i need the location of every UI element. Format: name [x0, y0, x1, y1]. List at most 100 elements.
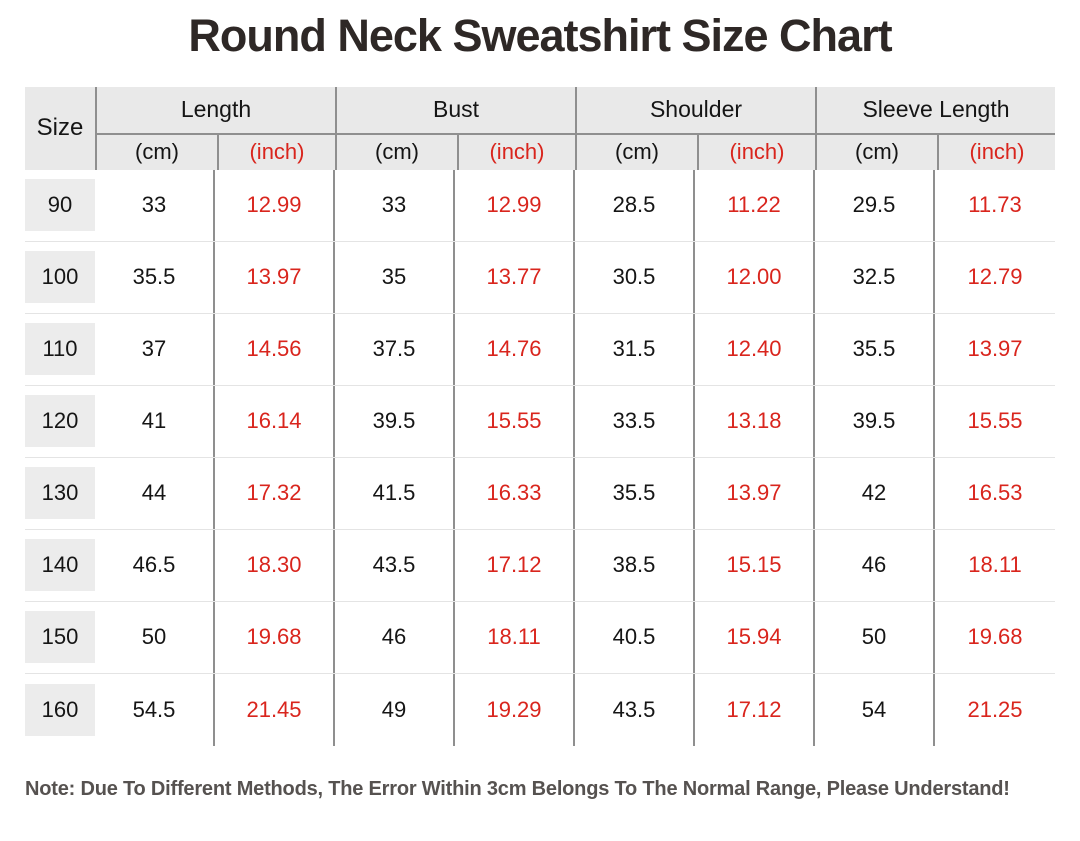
shoulder-inch-value: 15.15: [695, 529, 815, 601]
bust-inch-value: 14.76: [455, 313, 575, 385]
bust-cm-value: 46: [335, 601, 455, 673]
length-inch-value: 21.45: [215, 673, 335, 746]
length-inch-header: (inch): [217, 134, 335, 170]
shoulder-inch-value: 15.94: [695, 601, 815, 673]
table-row: 100 35.5 13.97 35 13.77 30.5 12.00 32.5 …: [25, 241, 1055, 314]
length-inch-value: 14.56: [215, 313, 335, 385]
length-cm-value: 54.5: [95, 673, 215, 746]
bust-cm-value: 39.5: [335, 385, 455, 457]
bust-inch-value: 13.77: [455, 241, 575, 313]
size-value: 110: [25, 323, 95, 376]
size-chart-table: Size Length (cm) (inch) Bust (cm) (inch)…: [25, 86, 1055, 746]
sleeve-inch-value: 11.73: [968, 192, 1022, 218]
table-row: 140 46.5 18.30 43.5 17.12 38.5 15.15 46 …: [25, 529, 1055, 602]
length-inch-value: 17.32: [215, 457, 335, 529]
sleeve-cm-value: 42: [815, 457, 935, 529]
size-value: 120: [25, 395, 95, 448]
sleeve-inch-value: 12.79: [967, 264, 1023, 290]
sleeve-length-cm-header: (cm): [855, 139, 899, 165]
bust-group-header: Bust: [337, 87, 575, 135]
length-inch-value: 18.30: [215, 529, 335, 601]
sleeve-inch-value: 16.53: [967, 480, 1023, 506]
sleeve-cm-value: 39.5: [815, 385, 935, 457]
shoulder-cm-value: 33.5: [575, 385, 695, 457]
table-row: 130 44 17.32 41.5 16.33 35.5 13.97 42 16…: [25, 457, 1055, 530]
size-cell: 150: [25, 602, 95, 673]
sleeve-length-subheader: (cm) (inch): [817, 134, 1055, 170]
table-row: 110 37 14.56 37.5 14.76 31.5 12.40 35.5 …: [25, 313, 1055, 386]
length-inch-value: 16.14: [215, 385, 335, 457]
length-inch-value: 19.68: [215, 601, 335, 673]
shoulder-cm-value: 38.5: [575, 529, 695, 601]
shoulder-inch-value: 11.22: [695, 169, 815, 241]
shoulder-cm-value: 35.5: [575, 457, 695, 529]
shoulder-cm-value: 40.5: [575, 601, 695, 673]
sleeve-cm-value: 29.5: [815, 169, 935, 241]
shoulder-cm-value: 30.5: [575, 241, 695, 313]
length-cm-value: 33: [95, 169, 215, 241]
size-cell: 120: [25, 386, 95, 457]
bust-inch-value: 18.11: [455, 601, 575, 673]
sleeve-cm-value: 32.5: [815, 241, 935, 313]
sleeve-cm-value: 54: [815, 673, 935, 746]
length-cm-value: 44: [95, 457, 215, 529]
size-value: 90: [25, 179, 95, 232]
table-row: 120 41 16.14 39.5 15.55 33.5 13.18 39.5 …: [25, 385, 1055, 458]
size-value: 130: [25, 467, 95, 520]
size-value: 100: [25, 251, 95, 304]
length-inch-value: 12.99: [215, 169, 335, 241]
footer-note: Note: Due To Different Methods, The Erro…: [25, 777, 1010, 800]
shoulder-group: Shoulder (cm) (inch): [575, 86, 815, 170]
length-subheader: (cm) (inch): [97, 134, 335, 170]
size-value: 150: [25, 611, 95, 664]
bust-cm-value: 33: [335, 169, 455, 241]
shoulder-inch-value: 12.00: [695, 241, 815, 313]
size-value: 160: [25, 683, 95, 736]
sleeve-inch-value: 15.55: [967, 408, 1023, 434]
table-row: 150 50 19.68 46 18.11 40.5 15.94 50 19.6…: [25, 601, 1055, 674]
shoulder-inch-header: (inch): [697, 134, 815, 170]
bust-subheader: (cm) (inch): [337, 134, 575, 170]
shoulder-group-header: Shoulder: [577, 87, 815, 135]
shoulder-inch-value: 12.40: [695, 313, 815, 385]
sleeve-length-group-header: Sleeve Length: [817, 87, 1055, 135]
bust-cm-header: (cm): [375, 139, 419, 165]
size-column-header: Size: [36, 114, 84, 142]
sleeve-cm-value: 46: [815, 529, 935, 601]
size-cell: 160: [25, 674, 95, 746]
shoulder-cm-header: (cm): [615, 139, 659, 165]
bust-inch-value: 15.55: [455, 385, 575, 457]
shoulder-cm-value: 43.5: [575, 673, 695, 746]
table-row: 160 54.5 21.45 49 19.29 43.5 17.12 54 21…: [25, 673, 1055, 746]
bust-inch-value: 19.29: [455, 673, 575, 746]
length-cm-value: 37: [95, 313, 215, 385]
shoulder-cm-value: 31.5: [575, 313, 695, 385]
page-title: Round Neck Sweatshirt Size Chart: [188, 10, 892, 61]
bust-cm-value: 37.5: [335, 313, 455, 385]
bust-inch-value: 17.12: [455, 529, 575, 601]
sleeve-length-inch-header: (inch): [937, 134, 1055, 170]
length-cm-value: 50: [95, 601, 215, 673]
size-value: 140: [25, 539, 95, 592]
table-row: 90 33 12.99 33 12.99 28.5 11.22 29.5 11.…: [25, 169, 1055, 242]
bust-cm-value: 43.5: [335, 529, 455, 601]
sleeve-inch-value: 18.11: [968, 552, 1022, 578]
sleeve-length-group: Sleeve Length (cm) (inch): [815, 86, 1055, 170]
shoulder-inch-value: 13.18: [695, 385, 815, 457]
length-inch-value: 13.97: [215, 241, 335, 313]
length-cm-value: 41: [95, 385, 215, 457]
length-cm-value: 35.5: [95, 241, 215, 313]
sleeve-inch-value: 19.68: [967, 624, 1023, 650]
size-cell: 100: [25, 242, 95, 313]
length-cm-value: 46.5: [95, 529, 215, 601]
table-header: Size Length (cm) (inch) Bust (cm) (inch)…: [25, 86, 1055, 170]
bust-inch-value: 12.99: [455, 169, 575, 241]
bust-cm-value: 49: [335, 673, 455, 746]
size-cell: 130: [25, 458, 95, 529]
shoulder-cm-value: 28.5: [575, 169, 695, 241]
length-group-header: Length: [97, 87, 335, 135]
shoulder-subheader: (cm) (inch): [577, 134, 815, 170]
size-cell: 90: [25, 170, 95, 241]
sleeve-cm-value: 50: [815, 601, 935, 673]
